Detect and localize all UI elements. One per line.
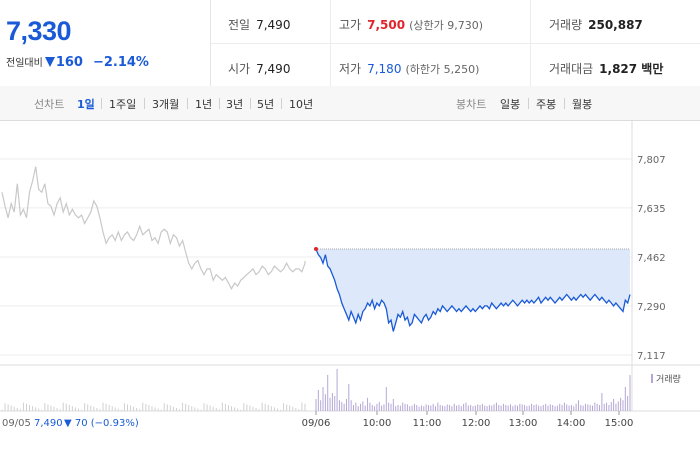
toolbar-divider <box>281 98 282 109</box>
y-tick-label: 7,635 <box>637 204 666 215</box>
x-tick-label: 15:00 <box>605 418 634 429</box>
prev-close: 전일 7,490 <box>228 16 290 33</box>
chart-toolbar: 선차트 1일 1주일 3개월 1년 3년 5년 10년 봉차트 일봉 주봉 월봉 <box>0 86 700 121</box>
y-tick-label: 7,462 <box>637 253 666 264</box>
price-chart[interactable]: 7,807 7,635 7,462 7,290 7,117 09/06 10:00 11:0… <box>0 121 700 450</box>
x-tick-label: 10:00 <box>363 418 392 429</box>
period-10y[interactable]: 10년 <box>289 98 314 111</box>
open-price: 시가 7,490 <box>228 60 290 77</box>
candle-weekly[interactable]: 주봉 <box>536 98 557 111</box>
prev-close-label: 전일 <box>228 18 251 32</box>
change-amount: 160 <box>55 55 83 70</box>
column-divider <box>530 0 531 86</box>
today-price-area <box>314 247 631 332</box>
chart-footer: 거래량 09/05 7,490 ▼ 70 (−0.93%) <box>2 373 681 429</box>
candle-daily[interactable]: 일봉 <box>500 98 521 111</box>
x-tick-label: 14:00 <box>557 418 586 429</box>
x-tick-label: 13:00 <box>509 418 538 429</box>
period-3m[interactable]: 3개월 <box>152 98 180 111</box>
volume-bars <box>1 369 631 411</box>
toolbar-divider <box>528 98 529 109</box>
price-change: 전일대비 160 −2.14% <box>6 54 149 70</box>
candle-monthly[interactable]: 월봉 <box>572 98 593 111</box>
period-1w[interactable]: 1주일 <box>109 98 137 111</box>
candle-chart-label: 봉차트 <box>456 98 487 111</box>
high-price: 고가 7,500 (상한가 9,730) <box>339 16 483 33</box>
x-tick-label: 09/06 <box>302 418 331 429</box>
low-value: 7,180 <box>367 62 402 76</box>
amount-label: 거래대금 <box>549 62 594 76</box>
toolbar-divider <box>564 98 565 109</box>
period-1d[interactable]: 1일 <box>77 98 95 111</box>
current-price: 7,330 <box>6 16 72 46</box>
x-axis: 09/06 10:00 11:00 12:00 13:00 14:00 15:00 <box>302 411 634 429</box>
chart-grid <box>0 121 700 412</box>
amount-value: 1,827 백만 <box>599 62 664 76</box>
line-chart-label: 선차트 <box>34 98 65 111</box>
high-label: 고가 <box>339 18 362 32</box>
toolbar-divider <box>219 98 220 109</box>
trade-amount-info: 거래대금 1,827 백만 <box>549 60 663 77</box>
change-label: 전일대비 <box>6 58 43 69</box>
y-tick-label: 7,117 <box>637 351 666 362</box>
prev-close-value: 7,490 <box>256 18 291 32</box>
y-axis: 7,807 7,635 7,462 7,290 7,117 <box>637 155 666 362</box>
toolbar-divider <box>101 98 102 109</box>
volume-label: 거래량 <box>549 18 583 32</box>
price-box: 7,330 전일대비 160 −2.14% <box>0 0 211 86</box>
lower-limit: (하한가 5,250) <box>405 63 480 76</box>
x-tick-label: 11:00 <box>413 418 442 429</box>
prev-day-date: 09/05 <box>2 418 31 429</box>
volume-legend-swatch <box>651 374 653 383</box>
open-label: 시가 <box>228 62 251 76</box>
low-label: 저가 <box>339 62 362 76</box>
prev-day-close: 7,490 <box>34 418 63 429</box>
toolbar-divider <box>250 98 251 109</box>
period-3y[interactable]: 3년 <box>226 98 244 111</box>
volume-legend-label: 거래량 <box>656 373 681 385</box>
low-price: 저가 7,180 (하한가 5,250) <box>339 60 479 77</box>
toolbar-divider <box>187 98 188 109</box>
volume-info: 거래량 250,887 <box>549 16 643 33</box>
today-price-line <box>315 248 631 332</box>
change-percent: −2.14% <box>92 55 149 70</box>
down-arrow-icon <box>44 57 55 67</box>
open-marker <box>314 247 318 252</box>
y-tick-label: 7,807 <box>637 155 666 166</box>
period-1y[interactable]: 1년 <box>195 98 213 111</box>
upper-limit: (상한가 9,730) <box>409 19 483 32</box>
prev-day-line <box>1 166 306 291</box>
x-tick-label: 12:00 <box>462 418 491 429</box>
open-value: 7,490 <box>256 62 291 76</box>
info-divider <box>210 43 700 44</box>
prev-day-change: ▼ 70 (−0.93%) <box>64 418 139 429</box>
y-tick-label: 7,290 <box>637 302 666 313</box>
volume-value: 250,887 <box>588 18 643 32</box>
high-value: 7,500 <box>367 18 406 32</box>
prev-day-price-line <box>1 166 306 291</box>
today-area-fill <box>316 249 630 332</box>
period-5y[interactable]: 5년 <box>257 98 275 111</box>
column-divider <box>330 0 331 86</box>
toolbar-divider <box>144 98 145 109</box>
